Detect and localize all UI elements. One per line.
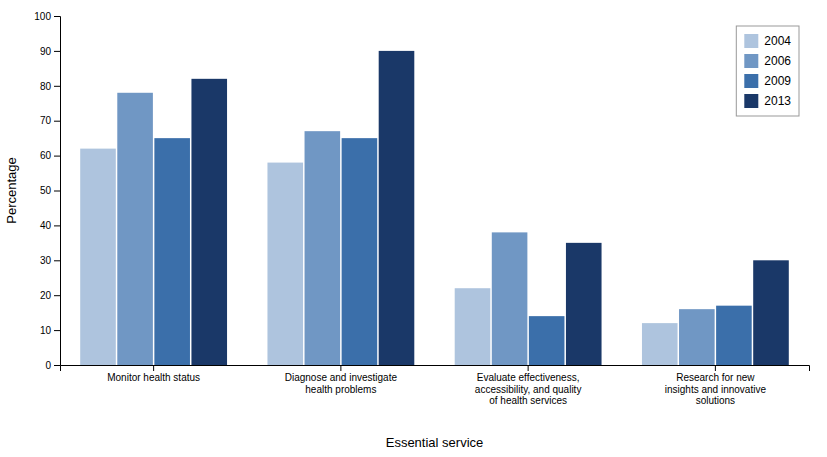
legend-label: 2004 <box>764 34 791 48</box>
bar <box>642 323 678 365</box>
tick-mark <box>54 86 60 87</box>
tick-label: 90 <box>40 46 52 57</box>
tick-mark <box>54 191 60 192</box>
tick-label: 20 <box>40 290 52 301</box>
tick-mark <box>54 295 60 296</box>
tick: 100 <box>34 11 60 22</box>
legend-item: 2009 <box>744 74 791 88</box>
tick-label: Evaluate effectiveness,accessibility, an… <box>475 372 582 406</box>
bar <box>492 232 528 365</box>
legend-swatch <box>744 94 758 108</box>
bar <box>529 316 565 365</box>
axis-line <box>54 17 61 366</box>
bar <box>379 51 415 365</box>
legend-label: 2006 <box>764 54 791 68</box>
x-axis: Monitor health status Diagnose and invest… <box>61 365 810 406</box>
tick-label-line: Research for new <box>676 372 755 383</box>
tick-label: Monitor health status <box>107 372 200 383</box>
legend-swatch <box>744 54 758 68</box>
bar <box>80 149 116 365</box>
tick: Monitor health status <box>107 365 200 383</box>
bar <box>267 163 303 365</box>
legend-item: 2006 <box>744 54 791 68</box>
legend-frame <box>736 26 799 116</box>
tick-label: 80 <box>40 81 52 92</box>
bar-series <box>154 138 751 365</box>
tick: 10 <box>40 325 60 336</box>
tick-label-line: Evaluate effectiveness, <box>477 372 580 383</box>
bar <box>566 243 602 365</box>
bar <box>191 79 227 365</box>
tick-mark <box>54 156 60 157</box>
tick-mark <box>54 225 60 226</box>
legend: 2004 2006 2009 2013 <box>736 26 799 116</box>
legend-label: 2009 <box>764 74 791 88</box>
y-axis-title: Percentage <box>4 157 19 224</box>
tick-label-line: insights and innovative <box>665 384 767 395</box>
legend-label: 2013 <box>764 94 791 108</box>
tick-mark <box>54 121 60 122</box>
tick: 50 <box>40 185 60 196</box>
tick-mark <box>340 365 341 371</box>
tick-label: Diagnose and investigatehealth problems <box>285 372 398 395</box>
bars <box>80 51 789 365</box>
legend-item: 2004 <box>744 34 791 48</box>
tick-label: 0 <box>45 360 51 371</box>
x-axis-title: Essential service <box>386 435 484 450</box>
tick: 60 <box>40 150 60 161</box>
tick-label-line: Diagnose and investigate <box>285 372 398 383</box>
tick-label: Research for newinsights and innovatives… <box>665 372 767 406</box>
tick-mark <box>54 16 60 17</box>
tick: 30 <box>40 255 60 266</box>
tick-mark <box>54 260 60 261</box>
bar <box>679 309 715 365</box>
tick-mark <box>54 330 60 331</box>
tick-label-line: solutions <box>696 395 735 406</box>
bar <box>455 288 491 365</box>
tick-label: 100 <box>34 11 51 22</box>
tick-label: 60 <box>40 150 52 161</box>
tick-mark <box>715 365 716 371</box>
tick-label-line: of health services <box>489 395 567 406</box>
tick-label: 30 <box>40 255 52 266</box>
tick-label: 50 <box>40 185 52 196</box>
bar <box>716 306 752 365</box>
tick-label-line: Monitor health status <box>107 372 200 383</box>
tick-label-line: accessibility, and quality <box>475 384 582 395</box>
tick-mark <box>153 365 154 371</box>
tick: 20 <box>40 290 60 301</box>
tick-label: 40 <box>40 220 52 231</box>
tick-label: 10 <box>40 325 52 336</box>
bar-series <box>191 51 788 365</box>
tick-mark <box>528 365 529 371</box>
tick: Evaluate effectiveness,accessibility, an… <box>475 365 582 406</box>
chart: 0 10 20 30 40 50 60 70 80 90 100 Monitor health sta… <box>0 0 827 457</box>
legend-swatch <box>744 74 758 88</box>
axis-line <box>61 366 810 372</box>
bar <box>753 260 789 365</box>
tick: Research for newinsights and innovatives… <box>665 365 767 406</box>
tick: 90 <box>40 46 60 57</box>
tick: 40 <box>40 220 60 231</box>
bar <box>342 138 378 365</box>
tick-mark <box>54 365 60 366</box>
legend-item: 2013 <box>744 94 791 108</box>
bar <box>154 138 190 365</box>
tick: 0 <box>45 360 60 371</box>
plot: 0 10 20 30 40 50 60 70 80 90 100 Monitor health sta… <box>34 11 809 406</box>
bar <box>117 93 153 365</box>
tick: 80 <box>40 81 60 92</box>
y-axis: 0 10 20 30 40 50 60 70 80 90 100 <box>34 11 60 371</box>
tick-label-line: health problems <box>305 384 376 395</box>
tick: 70 <box>40 115 60 126</box>
legend-swatch <box>744 34 758 48</box>
bar <box>305 131 341 365</box>
tick-label: 70 <box>40 115 52 126</box>
tick-mark <box>54 51 60 52</box>
tick: Diagnose and investigatehealth problems <box>285 365 398 395</box>
